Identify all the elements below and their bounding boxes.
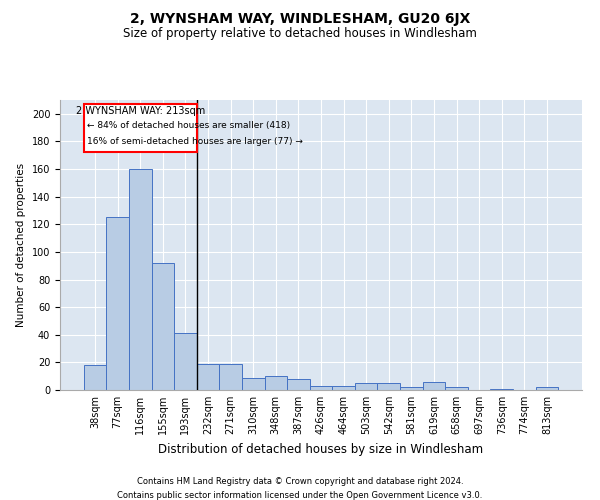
Bar [490,388,513,390]
Bar [355,383,377,390]
Bar [332,386,355,390]
Bar [106,218,129,390]
Text: ← 84% of detached houses are smaller (418): ← 84% of detached houses are smaller (41… [87,120,290,130]
Bar [400,387,422,390]
Bar [152,263,174,390]
Bar [445,387,468,390]
Bar [84,365,106,390]
Text: Contains HM Land Registry data © Crown copyright and database right 2024.: Contains HM Land Registry data © Crown c… [137,478,463,486]
Text: Contains public sector information licensed under the Open Government Licence v3: Contains public sector information licen… [118,491,482,500]
Text: 16% of semi-detached houses are larger (77) →: 16% of semi-detached houses are larger (… [87,136,303,145]
Bar [242,378,265,390]
Bar [220,364,242,390]
Bar [536,387,558,390]
Bar [197,364,220,390]
Bar [310,386,332,390]
Bar [265,376,287,390]
Bar [84,104,197,152]
Text: Size of property relative to detached houses in Windlesham: Size of property relative to detached ho… [123,28,477,40]
Bar [287,379,310,390]
Bar [377,383,400,390]
Text: 2 WYNSHAM WAY: 213sqm: 2 WYNSHAM WAY: 213sqm [76,106,205,116]
Bar [422,382,445,390]
Text: Distribution of detached houses by size in Windlesham: Distribution of detached houses by size … [158,442,484,456]
Bar [174,334,197,390]
Text: 2, WYNSHAM WAY, WINDLESHAM, GU20 6JX: 2, WYNSHAM WAY, WINDLESHAM, GU20 6JX [130,12,470,26]
Y-axis label: Number of detached properties: Number of detached properties [16,163,26,327]
Bar [129,169,152,390]
